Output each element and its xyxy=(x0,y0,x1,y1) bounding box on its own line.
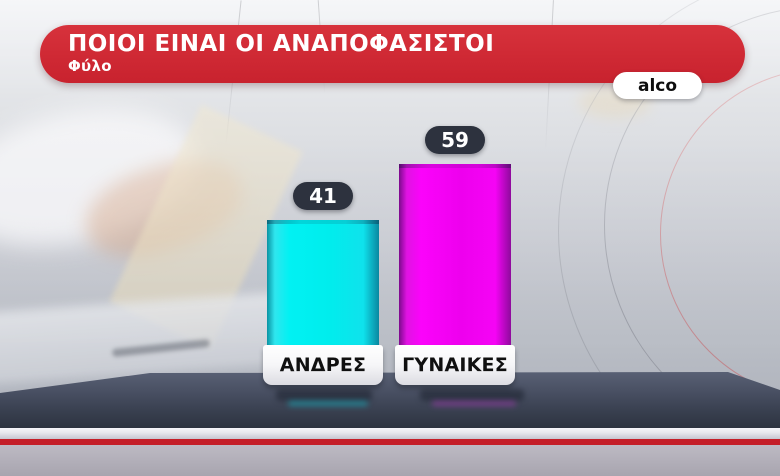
studio-desk xyxy=(0,372,780,428)
bar-men xyxy=(267,220,379,345)
alco-logo-badge: alco xyxy=(613,72,702,99)
reflection-men-label xyxy=(276,389,372,401)
category-label-men: ΑΝΔΡΕΣ xyxy=(263,345,383,385)
lower-red-stripe xyxy=(0,439,780,445)
value-badge-women: 59 xyxy=(425,126,485,154)
reflection-women-bar xyxy=(432,401,516,406)
page-title: ΠΟΙΟΙ ΕΙΝΑΙ ΟΙ ΑΝΑΠΟΦΑΣΙΣΤΟΙ xyxy=(68,31,495,57)
page-subtitle: Φύλο xyxy=(68,57,112,75)
reflection-men-bar xyxy=(288,401,368,406)
category-label-women: ΓΥΝΑΙΚΕΣ xyxy=(395,345,515,385)
bar-group-men: 41 ΑΝΔΡΕΣ xyxy=(263,0,383,385)
reflection-women-label xyxy=(420,389,524,401)
value-badge-men: 41 xyxy=(293,182,353,210)
bar-women xyxy=(399,164,511,345)
lower-gray-band xyxy=(0,445,780,476)
lower-light-band xyxy=(0,428,780,439)
bar-group-women: 59 ΓΥΝΑΙΚΕΣ xyxy=(395,0,515,385)
